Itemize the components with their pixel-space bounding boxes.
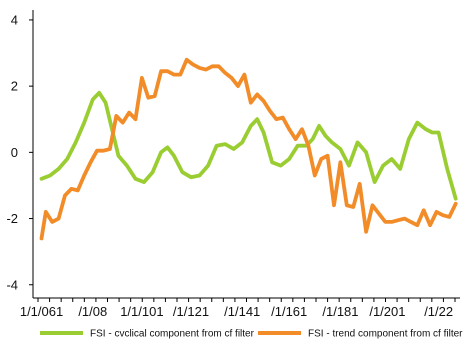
series-layer — [39, 57, 458, 241]
x-tick-label: /1/201 — [369, 304, 405, 319]
y-tick-label: 0 — [11, 145, 18, 160]
x-tick-label: /1/22 — [424, 304, 453, 319]
x-tick-label: 1/1/101 — [120, 304, 163, 319]
x-tick-label: /1/161 — [271, 304, 307, 319]
legend: FSI - cvclical component from cf filter F… — [40, 329, 463, 340]
series-line-trend — [39, 57, 458, 241]
x-tick-label: /1/08 — [78, 304, 107, 319]
legend-label: FSI - trend component from cf filter — [308, 329, 463, 340]
legend-label: FSI - cvclical component from cf filter — [90, 329, 255, 340]
y-tick-label: 2 — [11, 79, 18, 94]
y-tick-label: -2 — [6, 211, 18, 226]
y-tick-label: -4 — [6, 277, 18, 292]
x-tick-label: /1/141 — [224, 304, 260, 319]
axes — [29, 10, 460, 302]
x-tick-label: 1/1/061 — [20, 304, 63, 319]
tick-labels: -4 -2 0 2 4 1/1/061/1/08 1/1/101/1/121/1/141/1… — [6, 12, 453, 319]
y-tick-label: 4 — [11, 12, 18, 27]
series-line-cyclical — [39, 90, 458, 201]
x-tick-label: /1/121 — [173, 304, 209, 319]
x-tick-label: /1/181 — [322, 304, 358, 319]
